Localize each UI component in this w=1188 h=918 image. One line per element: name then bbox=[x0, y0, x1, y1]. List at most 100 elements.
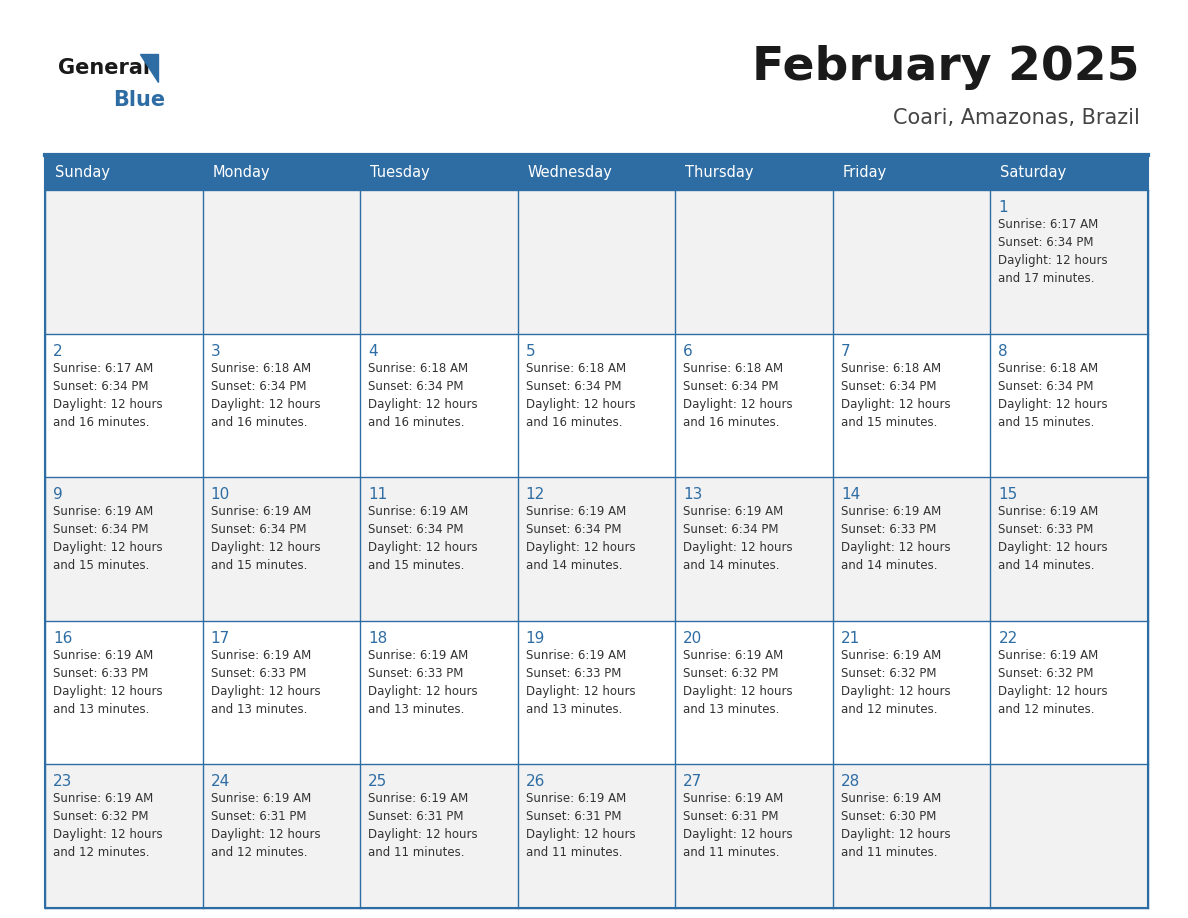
Text: Sunset: 6:32 PM: Sunset: 6:32 PM bbox=[683, 666, 779, 680]
Text: Sunrise: 6:19 AM: Sunrise: 6:19 AM bbox=[683, 792, 784, 805]
Bar bbox=[45, 765, 203, 908]
Text: Sunset: 6:34 PM: Sunset: 6:34 PM bbox=[526, 523, 621, 536]
Text: Sunset: 6:34 PM: Sunset: 6:34 PM bbox=[210, 523, 307, 536]
Text: 23: 23 bbox=[53, 775, 72, 789]
Text: Sunset: 6:34 PM: Sunset: 6:34 PM bbox=[998, 236, 1094, 249]
Bar bbox=[991, 477, 1148, 621]
Bar bbox=[203, 621, 360, 765]
Text: 25: 25 bbox=[368, 775, 387, 789]
Text: Daylight: 12 hours: Daylight: 12 hours bbox=[210, 542, 321, 554]
Text: Sunrise: 6:19 AM: Sunrise: 6:19 AM bbox=[210, 649, 311, 662]
Text: 17: 17 bbox=[210, 631, 229, 645]
Text: 5: 5 bbox=[526, 343, 536, 359]
Bar bbox=[675, 333, 833, 477]
Text: Sunset: 6:34 PM: Sunset: 6:34 PM bbox=[368, 380, 463, 393]
Text: and 16 minutes.: and 16 minutes. bbox=[683, 416, 779, 429]
Text: 4: 4 bbox=[368, 343, 378, 359]
Bar bbox=[360, 155, 518, 190]
Text: Sunrise: 6:18 AM: Sunrise: 6:18 AM bbox=[683, 362, 783, 375]
Text: Sunset: 6:33 PM: Sunset: 6:33 PM bbox=[53, 666, 148, 680]
Bar bbox=[360, 477, 518, 621]
Text: Sunrise: 6:19 AM: Sunrise: 6:19 AM bbox=[53, 505, 153, 518]
Text: Sunrise: 6:19 AM: Sunrise: 6:19 AM bbox=[53, 792, 153, 805]
Bar bbox=[360, 333, 518, 477]
Text: Daylight: 12 hours: Daylight: 12 hours bbox=[53, 828, 163, 842]
Text: Sunrise: 6:19 AM: Sunrise: 6:19 AM bbox=[53, 649, 153, 662]
Text: Sunset: 6:34 PM: Sunset: 6:34 PM bbox=[683, 380, 779, 393]
Text: and 14 minutes.: and 14 minutes. bbox=[683, 559, 779, 572]
Bar bbox=[45, 190, 203, 333]
Text: Sunrise: 6:19 AM: Sunrise: 6:19 AM bbox=[368, 505, 468, 518]
Text: Daylight: 12 hours: Daylight: 12 hours bbox=[998, 542, 1108, 554]
Text: and 11 minutes.: and 11 minutes. bbox=[526, 846, 623, 859]
Bar bbox=[991, 333, 1148, 477]
Bar bbox=[833, 190, 991, 333]
Bar bbox=[45, 477, 203, 621]
Text: Sunset: 6:34 PM: Sunset: 6:34 PM bbox=[210, 380, 307, 393]
Polygon shape bbox=[140, 54, 158, 82]
Bar bbox=[833, 765, 991, 908]
Text: Sunrise: 6:19 AM: Sunrise: 6:19 AM bbox=[998, 649, 1099, 662]
Text: 14: 14 bbox=[841, 487, 860, 502]
Text: Sunrise: 6:17 AM: Sunrise: 6:17 AM bbox=[53, 362, 153, 375]
Text: 1: 1 bbox=[998, 200, 1009, 215]
Text: Daylight: 12 hours: Daylight: 12 hours bbox=[683, 542, 792, 554]
Bar bbox=[675, 190, 833, 333]
Text: Daylight: 12 hours: Daylight: 12 hours bbox=[210, 685, 321, 698]
Text: Sunset: 6:34 PM: Sunset: 6:34 PM bbox=[841, 380, 936, 393]
Bar bbox=[991, 190, 1148, 333]
Bar bbox=[675, 477, 833, 621]
Bar bbox=[518, 765, 675, 908]
Text: 11: 11 bbox=[368, 487, 387, 502]
Text: Daylight: 12 hours: Daylight: 12 hours bbox=[683, 828, 792, 842]
Bar bbox=[203, 190, 360, 333]
Text: Daylight: 12 hours: Daylight: 12 hours bbox=[210, 828, 321, 842]
Text: Sunset: 6:31 PM: Sunset: 6:31 PM bbox=[368, 811, 463, 823]
Text: and 14 minutes.: and 14 minutes. bbox=[998, 559, 1095, 572]
Text: Monday: Monday bbox=[213, 165, 270, 180]
Text: 19: 19 bbox=[526, 631, 545, 645]
Text: Sunrise: 6:19 AM: Sunrise: 6:19 AM bbox=[841, 505, 941, 518]
Text: and 15 minutes.: and 15 minutes. bbox=[998, 416, 1095, 429]
Bar bbox=[675, 155, 833, 190]
Text: 27: 27 bbox=[683, 775, 702, 789]
Text: Sunrise: 6:19 AM: Sunrise: 6:19 AM bbox=[998, 505, 1099, 518]
Text: Daylight: 12 hours: Daylight: 12 hours bbox=[368, 828, 478, 842]
Text: Daylight: 12 hours: Daylight: 12 hours bbox=[368, 397, 478, 410]
Text: Thursday: Thursday bbox=[685, 165, 753, 180]
Text: Daylight: 12 hours: Daylight: 12 hours bbox=[841, 685, 950, 698]
Text: Daylight: 12 hours: Daylight: 12 hours bbox=[683, 685, 792, 698]
Text: Sunrise: 6:19 AM: Sunrise: 6:19 AM bbox=[683, 505, 784, 518]
Text: Sunrise: 6:18 AM: Sunrise: 6:18 AM bbox=[998, 362, 1099, 375]
Text: Blue: Blue bbox=[113, 90, 165, 110]
Bar bbox=[203, 333, 360, 477]
Text: and 14 minutes.: and 14 minutes. bbox=[841, 559, 937, 572]
Text: Sunset: 6:31 PM: Sunset: 6:31 PM bbox=[683, 811, 779, 823]
Text: 24: 24 bbox=[210, 775, 229, 789]
Text: Daylight: 12 hours: Daylight: 12 hours bbox=[53, 397, 163, 410]
Text: Daylight: 12 hours: Daylight: 12 hours bbox=[53, 685, 163, 698]
Text: and 13 minutes.: and 13 minutes. bbox=[53, 703, 150, 716]
Text: Daylight: 12 hours: Daylight: 12 hours bbox=[683, 397, 792, 410]
Text: Sunday: Sunday bbox=[55, 165, 110, 180]
Text: and 15 minutes.: and 15 minutes. bbox=[210, 559, 307, 572]
Text: 12: 12 bbox=[526, 487, 545, 502]
Text: Sunset: 6:33 PM: Sunset: 6:33 PM bbox=[210, 666, 307, 680]
Text: and 16 minutes.: and 16 minutes. bbox=[368, 416, 465, 429]
Text: Daylight: 12 hours: Daylight: 12 hours bbox=[841, 828, 950, 842]
Text: 21: 21 bbox=[841, 631, 860, 645]
Text: Sunset: 6:33 PM: Sunset: 6:33 PM bbox=[998, 523, 1094, 536]
Bar bbox=[45, 333, 203, 477]
Text: 22: 22 bbox=[998, 631, 1018, 645]
Bar bbox=[675, 765, 833, 908]
Text: Sunrise: 6:19 AM: Sunrise: 6:19 AM bbox=[526, 505, 626, 518]
Text: and 11 minutes.: and 11 minutes. bbox=[683, 846, 779, 859]
Text: and 14 minutes.: and 14 minutes. bbox=[526, 559, 623, 572]
Bar bbox=[45, 155, 203, 190]
Bar bbox=[833, 333, 991, 477]
Text: Daylight: 12 hours: Daylight: 12 hours bbox=[841, 542, 950, 554]
Text: Sunrise: 6:19 AM: Sunrise: 6:19 AM bbox=[368, 792, 468, 805]
Text: Sunrise: 6:19 AM: Sunrise: 6:19 AM bbox=[841, 649, 941, 662]
Text: Sunrise: 6:19 AM: Sunrise: 6:19 AM bbox=[841, 792, 941, 805]
Text: Tuesday: Tuesday bbox=[371, 165, 430, 180]
